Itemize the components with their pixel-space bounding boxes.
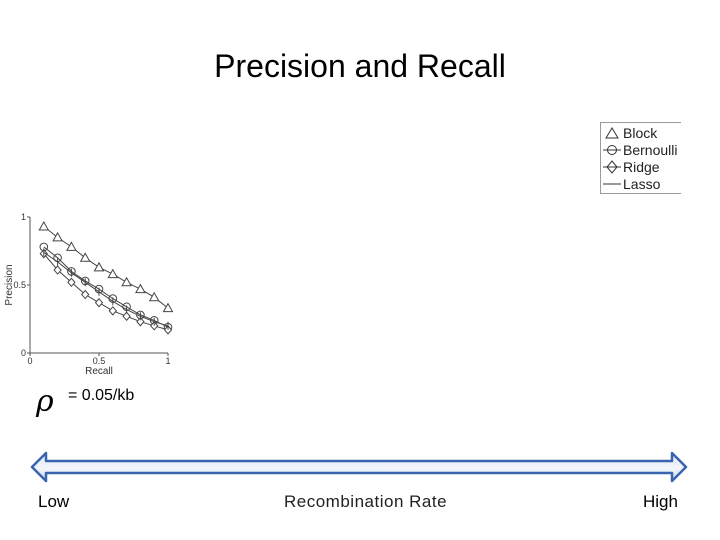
double-arrow-scale: [30, 451, 688, 483]
chart-axes: 0 0.5 1 0 0.5 1 Recall Precision: [4, 212, 171, 375]
x-tick-label: 0.5: [93, 356, 106, 366]
y-tick-label: 0: [21, 348, 26, 358]
data-point-ridge: [81, 289, 90, 300]
data-point-block: [52, 231, 63, 242]
triangle-icon: [605, 127, 619, 139]
data-point-ridge: [150, 321, 159, 331]
data-point-ridge: [67, 277, 76, 288]
y-tick-label: 0.5: [13, 280, 26, 290]
x-axis-label: Recall: [85, 366, 113, 375]
data-point-block: [148, 291, 160, 302]
y-tick-label: 1: [21, 212, 26, 222]
series-block: [38, 221, 174, 313]
circle-line-icon: [603, 145, 621, 155]
line-icon: [603, 183, 621, 185]
chart-legend: Block Bernoulli Ridge Lasso: [600, 122, 681, 194]
data-point-block: [162, 302, 174, 313]
x-tick-label: 1: [165, 356, 170, 366]
series-ridge: [39, 248, 173, 335]
scale-low-label: Low: [38, 492, 70, 511]
rho-symbol: ρ: [36, 384, 54, 419]
data-point-ridge: [53, 265, 62, 275]
series-line-lasso: [43, 251, 169, 327]
series-line-ridge: [43, 253, 169, 331]
series-line-bernoulli: [43, 246, 169, 328]
data-point-block: [66, 241, 77, 251]
data-point-block: [38, 221, 50, 231]
scale-high-label: High: [643, 492, 678, 511]
scale-axis-name: Recombination Rate: [284, 492, 448, 511]
data-point-block: [121, 276, 132, 287]
legend-label-lasso: Lasso: [623, 176, 661, 192]
data-point-ridge: [94, 297, 104, 308]
legend-label-bernoulli: Bernoulli: [623, 142, 678, 158]
data-point-block: [79, 252, 91, 262]
chart-plot-area: [38, 221, 174, 335]
data-point-block: [107, 268, 119, 279]
data-point-ridge: [108, 306, 117, 316]
data-point-block: [93, 261, 105, 272]
series-bernoulli: [39, 242, 173, 332]
legend-label-block: Block: [623, 125, 658, 141]
diamond-line-icon: [603, 160, 621, 174]
series-line-block: [43, 226, 169, 309]
data-point-ridge: [122, 311, 131, 322]
legend-label-ridge: Ridge: [623, 159, 660, 175]
precision-recall-chart: 0 0.5 1 0 0.5 1 Recall Precision: [4, 212, 174, 375]
rho-value: = 0.05/kb: [68, 387, 135, 404]
series-lasso: [43, 248, 169, 330]
data-point-ridge: [136, 316, 145, 327]
slide-title: Precision and Recall: [214, 48, 506, 84]
data-point-ridge: [163, 325, 173, 335]
data-point-block: [135, 283, 146, 294]
y-axis-label: Precision: [4, 264, 15, 305]
x-tick-label: 0: [27, 356, 32, 366]
